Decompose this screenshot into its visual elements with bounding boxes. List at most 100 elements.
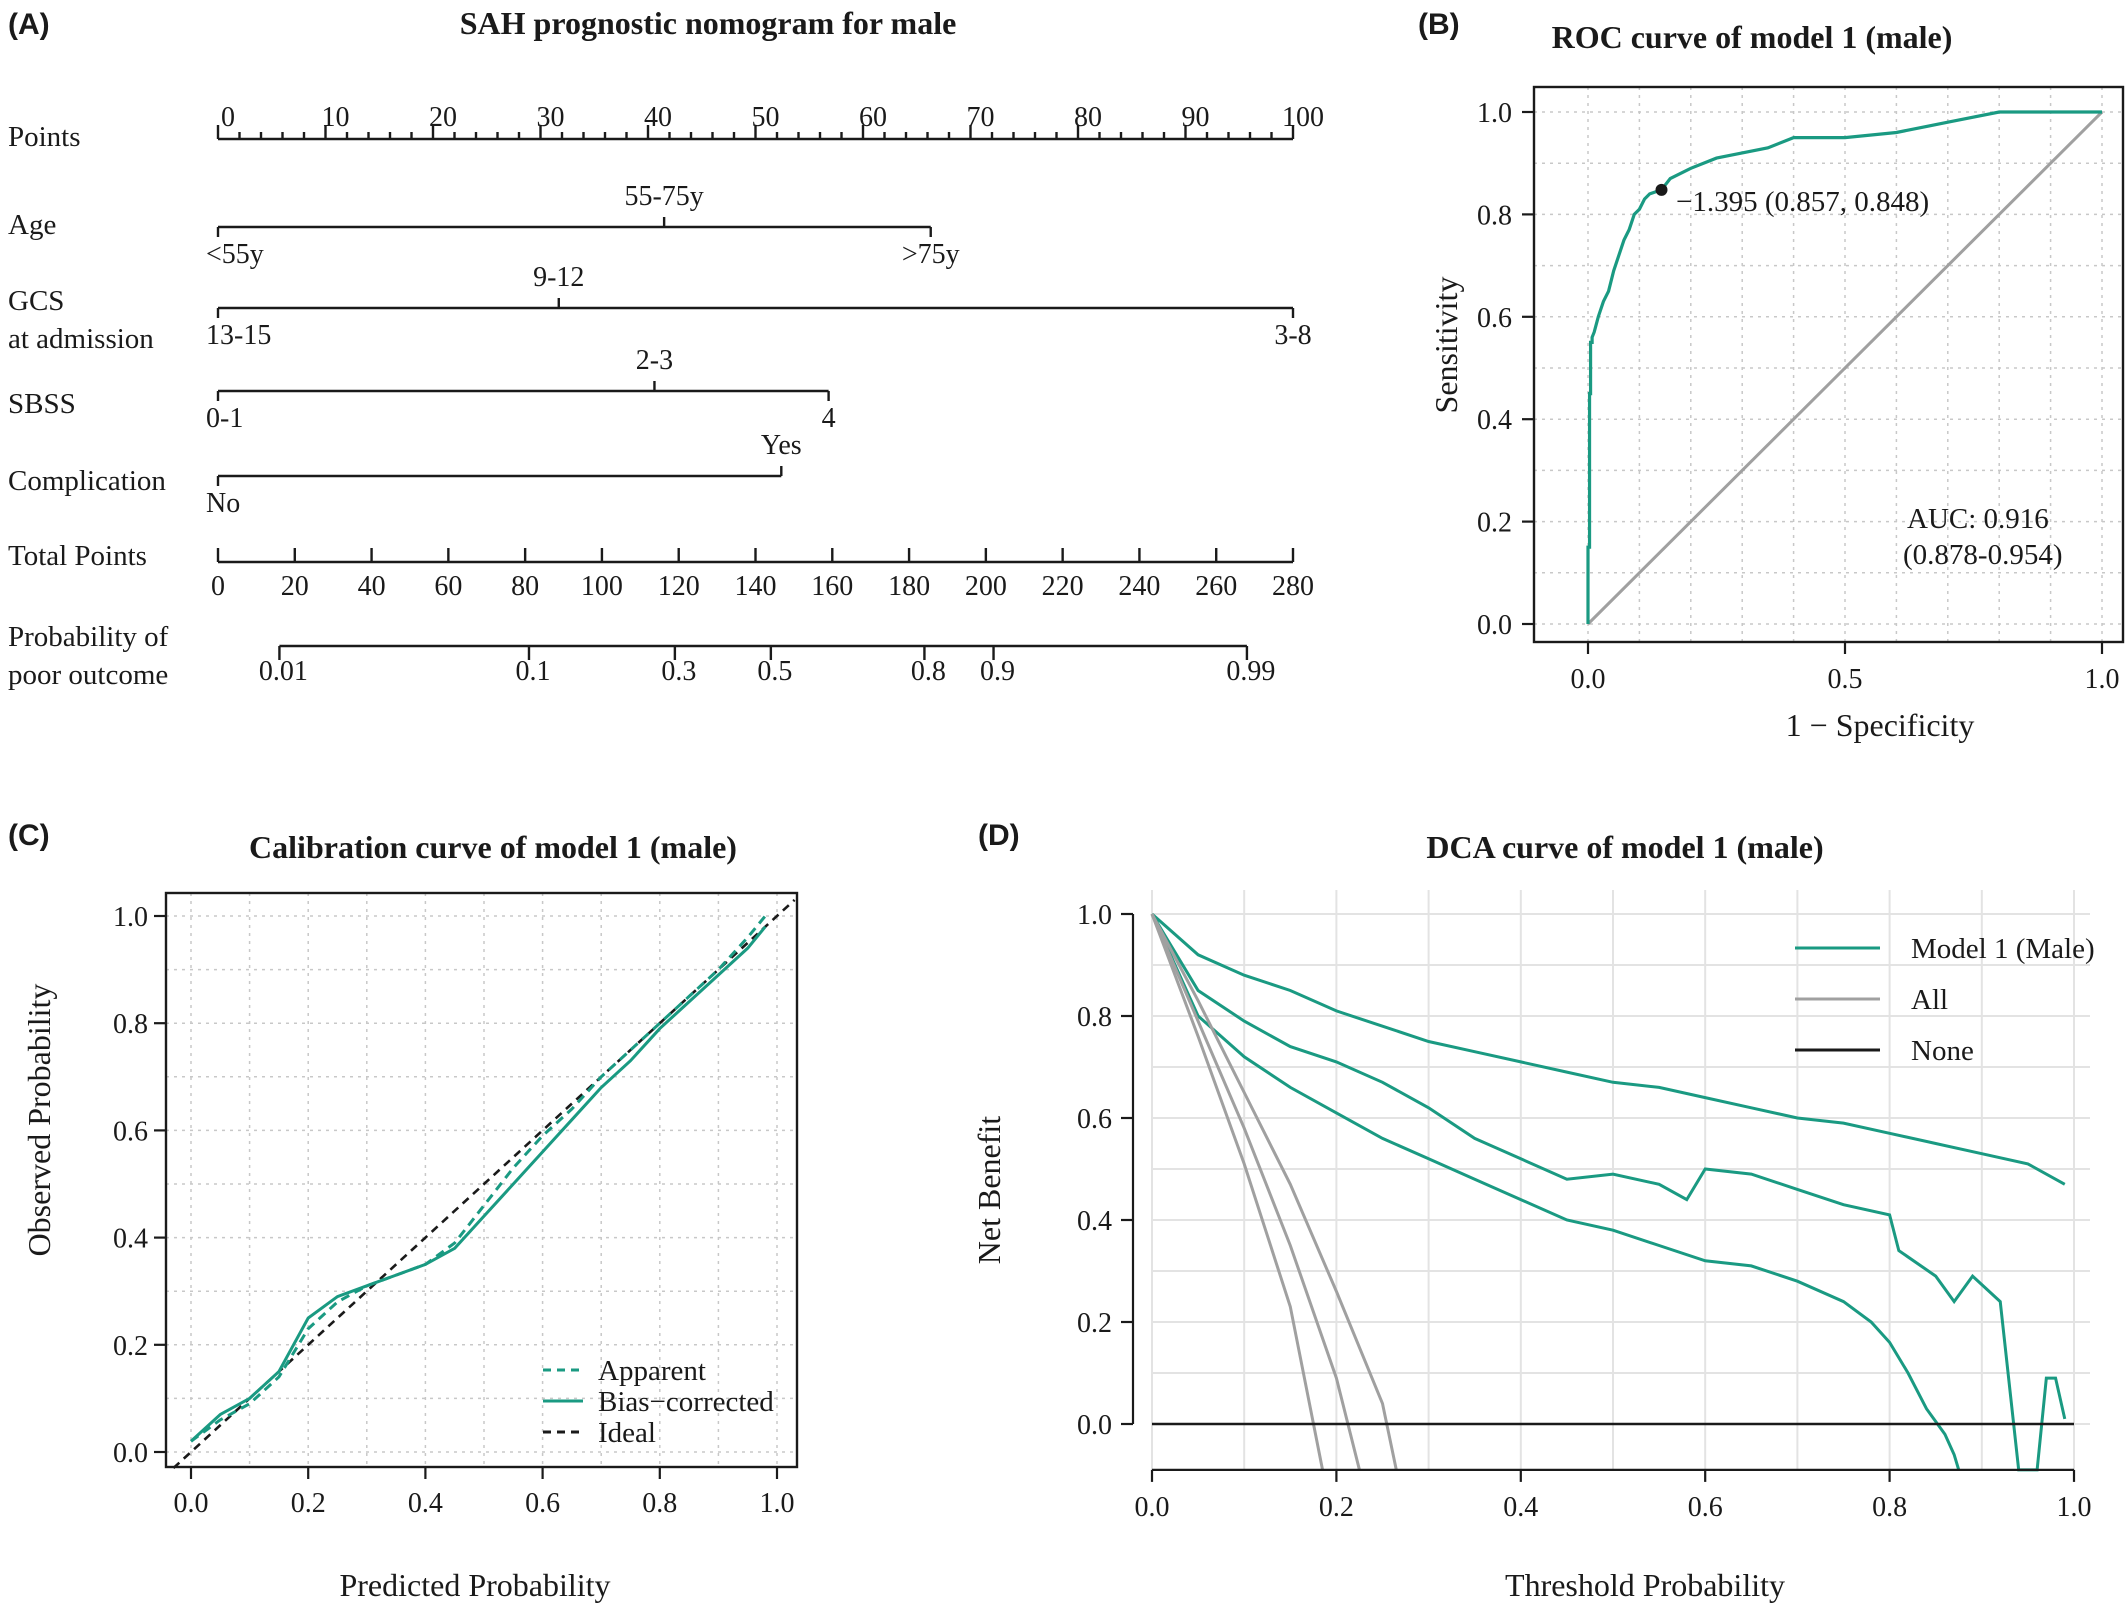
total-points-tick-label: 140: [735, 571, 777, 602]
points-row-label: Points: [8, 121, 81, 153]
calibration-legend: Apparent Bias−corrected Ideal: [543, 1355, 774, 1449]
probability-tick-label: 0.3: [661, 656, 696, 687]
dca-all-line-1: [1150, 913, 1325, 1471]
dca-y-tick-label: 1.0: [1077, 900, 1112, 931]
dca-all-line-3: [1150, 913, 1398, 1471]
roc-x-tick-label: 0.5: [1828, 664, 1863, 695]
total-points-tick-label: 180: [888, 571, 930, 602]
dca-y-tick-label: 0.0: [1077, 1410, 1112, 1441]
dca-model-center-line: [1150, 913, 2067, 1472]
points-tick-label: 80: [1074, 102, 1102, 133]
total-points-row-label: Total Points: [8, 540, 147, 572]
points-scale: 0 10 20 30 40 50 60 70 80 90 100: [216, 102, 1324, 141]
total-points-tick-label: 280: [1272, 571, 1314, 602]
dca-x-tick-label: 0.6: [1688, 1492, 1723, 1523]
calibration-x-tick-label: 1.0: [760, 1488, 795, 1519]
total-points-tick-label: 60: [434, 571, 462, 602]
dca-x-tick-label: 0.0: [1135, 1492, 1170, 1523]
dca-curves: [1150, 912, 2074, 1472]
age-level-label: >75y: [902, 239, 960, 270]
calibration-y-tick-label: 0.4: [113, 1224, 148, 1255]
roc-y-tick-label: 0.4: [1477, 405, 1512, 436]
dca-y-tick-label: 0.8: [1077, 1002, 1112, 1033]
panel-label-c: (C): [8, 819, 50, 852]
probability-tick-label: 0.01: [259, 656, 308, 687]
calibration-apparent-line: [190, 915, 767, 1443]
points-tick-label: 20: [429, 102, 457, 133]
legend-ideal-label: Ideal: [598, 1417, 656, 1449]
complication-level-label: Yes: [761, 430, 802, 461]
legend-model-label: Model 1 (Male): [1911, 933, 2095, 965]
dca-x-tick-label: 0.8: [1872, 1492, 1907, 1523]
dca-model-lower-line: [1150, 913, 1961, 1471]
nomogram-panel: (A) SAH prognostic nomogram for male Poi…: [8, 5, 1324, 691]
roc-y-tick-label: 0.2: [1477, 508, 1512, 539]
roc-threshold-point: [1655, 183, 1668, 196]
dca-model-upper-line: [1151, 912, 2066, 1186]
total-points-tick-label: 200: [965, 571, 1007, 602]
panel-label-d: (D): [978, 819, 1020, 852]
sbss-level-label: 4: [822, 403, 836, 434]
probability-row-label-2: poor outcome: [8, 659, 168, 691]
total-points-tick-label: 240: [1118, 571, 1160, 602]
probability-tick-label: 0.99: [1226, 656, 1275, 687]
roc-x-tick-label: 1.0: [2085, 664, 2120, 695]
roc-y-tick-label: 0.8: [1477, 200, 1512, 231]
roc-y-tick-label: 0.0: [1477, 610, 1512, 641]
calibration-bias-corrected-line: [189, 925, 767, 1443]
dca-panel: (D) DCA curve of model 1 (male) 0.0 0.0 0.…: [971, 819, 2095, 1603]
dca-legend: Model 1 (Male) All None: [1795, 933, 2095, 1067]
dca-y-axis-label: Net Benefit: [971, 1116, 1007, 1265]
dca-x-axis-label: Threshold Probability: [1505, 1567, 1785, 1603]
calibration-grid: [166, 893, 797, 1467]
dca-all-line-2: [1150, 913, 1361, 1471]
panel-label-b: (B): [1418, 8, 1460, 41]
age-row-label: Age: [8, 209, 56, 241]
total-points-tick-label: 100: [581, 571, 623, 602]
roc-diagonal-line: [1586, 110, 2104, 626]
dca-x-tick-label: 0.4: [1503, 1492, 1538, 1523]
gcs-row-label: GCS: [8, 285, 64, 317]
dca-x-tick-label: 1.0: [2057, 1492, 2092, 1523]
probability-scale: 0.01 0.1 0.3 0.5 0.8 0.9 0.99: [259, 644, 1275, 687]
calibration-panel: (C) Calibration curve of model 1 (male) …: [8, 819, 799, 1603]
complication-row-label: Complication: [8, 465, 166, 497]
dca-y-tick-label: 0.6: [1077, 1104, 1112, 1135]
probability-tick-label: 0.8: [911, 656, 946, 687]
roc-y-axis-label: Sensitivity: [1428, 277, 1464, 414]
roc-threshold-label: −1.395 (0.857, 0.848): [1676, 186, 1929, 218]
variable-scales: <55y 55-75y >75y 13-15 9-12 3-8 0-1 2-3 4 No Yes: [206, 181, 1312, 519]
roc-panel: (B) ROC curve of model 1 (male) 0.0 0.5 1.…: [1418, 8, 2125, 743]
legend-apparent-label: Apparent: [598, 1355, 706, 1387]
roc-axes: 0.0 0.5 1.0 0.0 0.2 0.4 0.6 0.8 1.0: [1477, 98, 2120, 695]
total-points-tick-label: 0: [211, 571, 225, 602]
dca-y-tick-label: 0.2: [1077, 1308, 1112, 1339]
gcs-row-label-2: at admission: [8, 323, 154, 355]
age-level-label: <55y: [206, 239, 264, 270]
calibration-y-tick-label: 0.6: [113, 1116, 148, 1147]
roc-title: ROC curve of model 1 (male): [1552, 19, 1953, 55]
total-points-tick-label: 160: [811, 571, 853, 602]
dca-axes: 0.0 0.0 0.2 0.2 0.4 0.4 0.6 0.6 0.8 0.8 1.0 1.0: [1077, 900, 2092, 1523]
points-tick-label: 60: [859, 102, 887, 133]
calibration-axes: 0.0 0.0 0.2 0.2 0.4 0.4 0.6 0.6 0.8 0.8 1.0 1.0: [113, 902, 795, 1519]
points-tick-label: 40: [644, 102, 672, 133]
points-tick-label: 50: [752, 102, 780, 133]
roc-auc-label: AUC: 0.916: [1907, 503, 2049, 535]
dca-grid: [1151, 890, 2090, 1470]
calibration-y-tick-label: 0.0: [113, 1438, 148, 1469]
points-tick-label: 30: [537, 102, 565, 133]
legend-none-label: None: [1911, 1035, 1974, 1067]
roc-x-axis-label: 1 − Specificity: [1786, 707, 1975, 743]
complication-level-label: No: [206, 488, 240, 519]
calibration-x-tick-label: 0.0: [174, 1488, 209, 1519]
total-points-scale: 0 20 40 60 80 100 120 140 160 180 200 220 240 260 280: [211, 548, 1314, 602]
points-tick-label: 70: [967, 102, 995, 133]
points-tick-label: 10: [322, 102, 350, 133]
sbss-row-label: SBSS: [8, 388, 76, 420]
calibration-y-axis-label: Observed Probability: [21, 984, 57, 1257]
total-points-tick-label: 40: [358, 571, 386, 602]
dca-title: DCA curve of model 1 (male): [1426, 829, 1823, 865]
legend-bias-corrected-label: Bias−corrected: [598, 1386, 774, 1418]
